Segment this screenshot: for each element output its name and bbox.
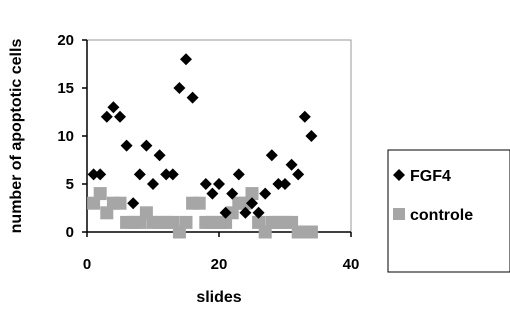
fgf4-point xyxy=(166,168,179,181)
fgf4-point xyxy=(100,110,113,123)
fgf4-point xyxy=(147,178,159,190)
x-tick-label: 0 xyxy=(83,256,91,273)
legend-entry-fgf4: FGF4 xyxy=(393,168,451,185)
controle-point xyxy=(93,187,107,201)
y-tick-label: 10 xyxy=(57,128,74,145)
fgf4-point xyxy=(279,178,291,190)
legend-entry-controle: controle xyxy=(393,207,473,224)
legend-box xyxy=(387,149,510,273)
series-controle xyxy=(87,187,318,239)
y-tick-label: 0 xyxy=(66,224,74,241)
y-tick-label: 5 xyxy=(66,176,74,193)
fgf4-point xyxy=(127,197,140,210)
fgf4-point xyxy=(226,187,239,200)
x-tick-label: 40 xyxy=(343,256,360,273)
fgf4-point xyxy=(153,149,166,162)
fgf4-point xyxy=(272,178,285,190)
fgf4-point xyxy=(219,206,232,219)
fgf4-point xyxy=(94,168,107,181)
fgf4-point xyxy=(265,149,278,162)
fgf4-point xyxy=(199,178,212,190)
fgf4-point xyxy=(259,187,272,200)
y-tick-label: 20 xyxy=(57,32,74,49)
controle-point xyxy=(304,225,318,239)
fgf4-point xyxy=(285,158,298,171)
fgf4-point xyxy=(232,168,245,181)
controle-point xyxy=(179,215,193,229)
legend-label-controle: controle xyxy=(410,207,473,224)
legend-label-fgf4: FGF4 xyxy=(410,168,451,185)
y-tick-label: 15 xyxy=(57,80,74,97)
x-axis-ticks: 0 20 40 xyxy=(83,232,360,273)
controle-point xyxy=(192,196,206,210)
fgf4-point xyxy=(213,178,225,190)
fgf4-point xyxy=(180,53,192,66)
fgf4-point xyxy=(114,110,126,123)
fgf4-point xyxy=(133,168,146,181)
fgf4-point xyxy=(298,110,311,123)
legend: FGF4 controle xyxy=(387,149,510,273)
x-axis-title: slides xyxy=(196,289,241,306)
controle-point xyxy=(245,187,259,201)
y-axis-title: number of apoptotic cells xyxy=(8,39,25,234)
fgf4-point xyxy=(292,168,305,181)
fgf4-point xyxy=(173,82,186,94)
fgf4-point xyxy=(206,187,219,200)
legend-diamond-marker xyxy=(393,169,405,181)
fgf4-point xyxy=(140,139,153,152)
fgf4-point xyxy=(87,168,100,181)
fgf4-point xyxy=(107,101,120,114)
fgf4-point xyxy=(305,130,318,142)
y-axis-ticks: 0 5 10 15 20 xyxy=(57,32,87,241)
fgf4-point xyxy=(252,206,265,219)
fgf4-point xyxy=(239,206,252,219)
series-fgf4 xyxy=(87,53,318,219)
fgf4-point xyxy=(186,91,199,104)
fgf4-point xyxy=(246,197,258,210)
x-tick-label: 20 xyxy=(211,256,228,273)
fgf4-point xyxy=(120,139,133,152)
legend-square-marker xyxy=(393,208,405,220)
controle-point xyxy=(113,196,127,210)
fgf4-point xyxy=(160,168,173,181)
